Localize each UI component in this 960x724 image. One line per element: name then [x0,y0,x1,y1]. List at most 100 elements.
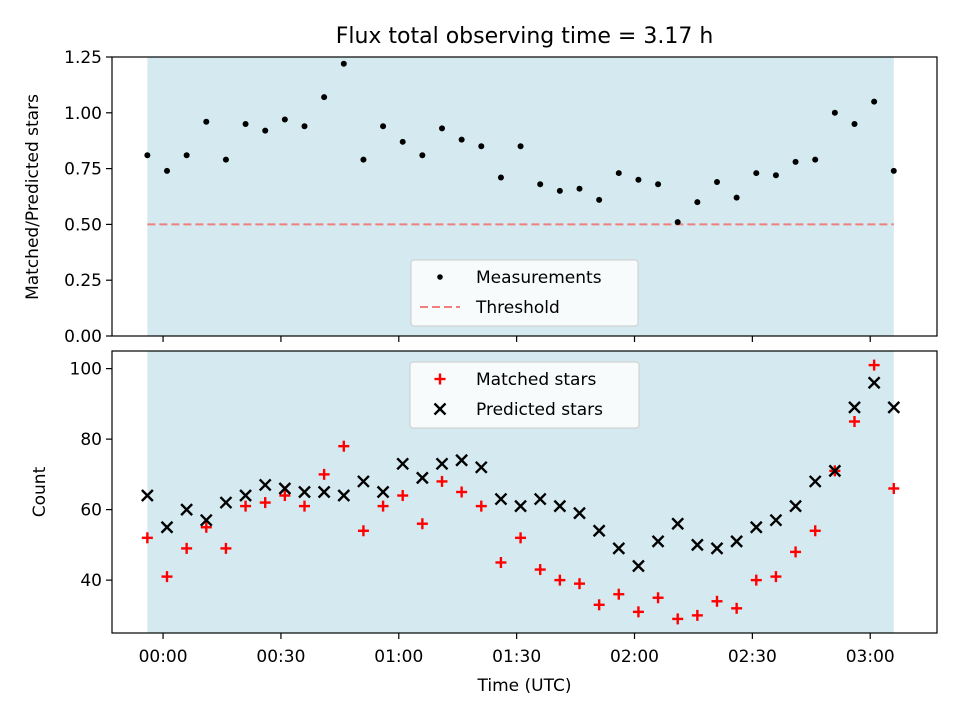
measurement-point [674,219,681,226]
legend-threshold-label: Threshold [475,298,560,318]
matched-star-point [515,532,527,544]
measurement-point [203,118,210,125]
matched-star-point [161,571,173,583]
measurement-point [812,156,819,163]
measurement-point [458,136,465,143]
measurement-point [733,194,740,201]
measurement-point [851,120,858,127]
matched-star-point [731,602,743,614]
matched-star-point [554,574,566,586]
matched-star-point [220,542,232,554]
matched-star-point [849,416,860,427]
matched-star-point [790,546,802,558]
matched-star-point [652,592,664,604]
measurement-point [831,109,838,116]
predicted-stars-points [141,376,901,573]
matched-star-point [534,564,546,576]
predicted-star-point [455,453,468,467]
matched-stars-points [141,359,900,625]
measurement-point [753,170,760,177]
matched-star-point [691,609,703,621]
legend-cross [433,402,447,416]
ratio-legend-box [410,259,639,327]
legend-predicted-marker [433,402,447,416]
legend-matched-marker [434,373,446,385]
measurement-point [439,125,445,132]
count-legend: Matched stars Predicted stars [409,361,640,429]
matched-star-point [456,486,468,498]
matched-star-point [141,532,153,544]
predicted-star-point [396,457,410,471]
measurement-point [556,187,563,194]
x-tick-label: 03:00 [846,647,895,667]
measurement-point [792,158,799,165]
count-y-tick-label: 60 [80,501,102,521]
matched-star-point [377,500,389,512]
ratio-y-tick-label: 0.50 [64,215,102,235]
predicted-star-point [514,499,527,513]
matched-star-point [279,490,291,502]
measurement-point [262,127,269,134]
x-tick-label: 00:00 [139,647,188,667]
predicted-star-point [730,535,743,548]
predicted-star-point [867,376,881,390]
measurement-point [321,94,328,101]
matched-star-point [475,500,487,512]
predicted-star-point [573,506,586,520]
measurement-point [576,185,583,192]
predicted-star-point [710,542,724,555]
predicted-star-point [789,499,802,513]
matched-star-point [200,521,212,533]
measurement-point [340,60,347,67]
measurement-point [281,116,288,123]
measurement-point [144,152,151,159]
predicted-star-point [691,538,704,552]
measurement-point [714,178,720,185]
predicted-star-point [749,520,763,534]
predicted-star-point [160,520,174,534]
x-tick-label: 00:30 [256,647,305,667]
x-tick-label: 01:00 [374,647,423,667]
measurement-point [694,199,701,206]
predicted-star-point [769,513,783,527]
measurement-point [242,120,249,127]
ratio-y-axis-label: Matched/Predicted stars [23,94,43,300]
measurement-point [871,98,878,105]
predicted-star-point [632,559,645,573]
legend-measurements-label: Measurements [476,268,602,288]
predicted-star-point [651,535,665,548]
predicted-star-point [258,478,272,492]
measurement-point [615,170,622,177]
matched-star-point [574,578,585,590]
legend-matched-label: Matched stars [476,370,596,390]
x-tick-label: 02:30 [728,647,777,667]
measurement-point [164,167,170,174]
matched-star-point [593,599,605,611]
measurement-point [360,156,367,163]
x-tick-label: 02:00 [610,647,659,667]
ratio-y-tick-label: 0.25 [64,271,102,291]
count-panel: 40 60 80 100 00:00 00:30 01:00 01:30 02:00 02:30… [30,350,938,696]
predicted-star-point [376,485,390,499]
measurement-point [399,138,406,145]
ratio-legend: Measurements Threshold [410,259,639,327]
predicted-star-point [828,464,842,478]
predicted-star-point [533,492,547,506]
ratio-panel: 0.00 0.25 0.50 0.75 1.00 1.25 Matched/Predict… [23,48,938,347]
count-y-axis-label: Count [30,466,50,517]
predicted-star-point [317,485,331,499]
predicted-star-point [612,542,626,555]
matched-star-point [338,440,350,452]
measurement-point [380,123,387,130]
count-panel-frame [111,350,938,634]
measurement-point [635,176,642,183]
measurement-point [419,152,426,159]
measurement-point [596,196,603,203]
predicted-star-point [553,499,567,513]
predicted-star-point [337,489,351,502]
matched-star-point [181,542,193,554]
predicted-star-point [494,492,508,506]
matched-star-point [436,475,448,487]
predicted-star-point [435,457,449,471]
